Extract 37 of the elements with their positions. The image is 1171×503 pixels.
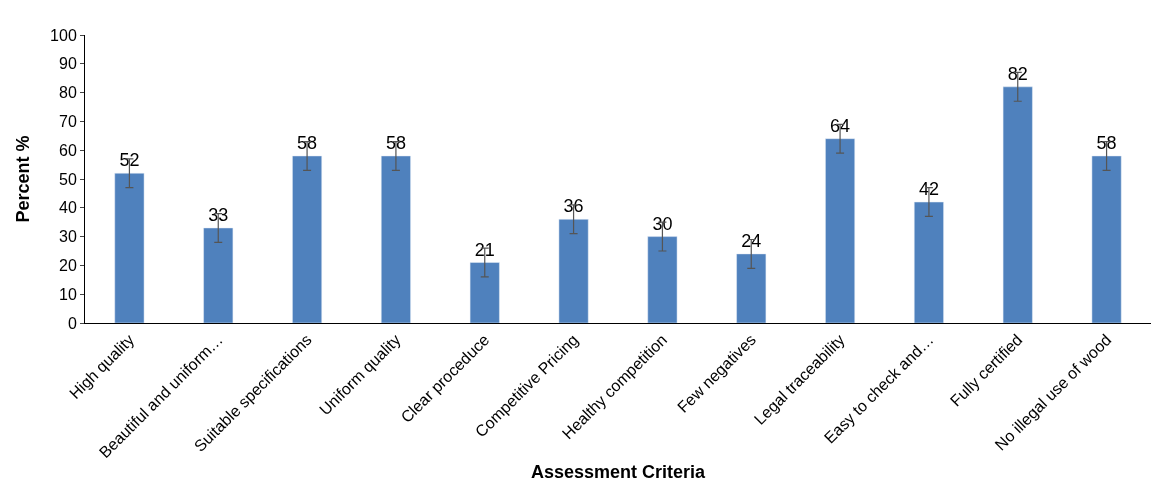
y-tick-label: 70 [59,113,77,130]
data-label: 52 [119,150,140,171]
data-label: 82 [1007,63,1028,84]
data-label: 58 [297,132,318,153]
bar [469,262,500,323]
bar [114,172,145,323]
x-axis-title: Assessment Criteria [530,462,707,483]
y-axis-title: Percent % [13,135,34,223]
y-tick-label: 40 [59,199,77,217]
data-label: 33 [208,204,229,225]
data-label: 64 [830,115,851,136]
y-tick-label: 100 [50,26,77,44]
bar [558,219,589,323]
bar [647,236,678,323]
bar [736,253,767,323]
y-tick-label: 30 [59,228,77,246]
data-label: 36 [563,196,584,217]
y-tick-label: 90 [59,55,77,73]
bar [1002,86,1033,323]
y-tick-label: 80 [59,84,77,102]
y-tick-label: 0 [67,314,77,332]
bar [381,155,411,323]
y-tick-label: 60 [59,141,77,159]
data-label: 42 [918,179,939,200]
bar [292,155,322,323]
bar [825,138,855,323]
data-label: 58 [1096,132,1117,153]
y-tick-label: 50 [59,170,77,188]
bar [203,227,234,323]
y-tick-label: 10 [59,285,77,303]
bar [1091,155,1122,323]
data-label: 30 [652,213,673,234]
bar [914,201,944,323]
data-label: 58 [385,132,406,153]
y-tick-label: 20 [59,257,77,274]
data-label: 24 [741,230,762,251]
data-label: 21 [474,239,495,260]
